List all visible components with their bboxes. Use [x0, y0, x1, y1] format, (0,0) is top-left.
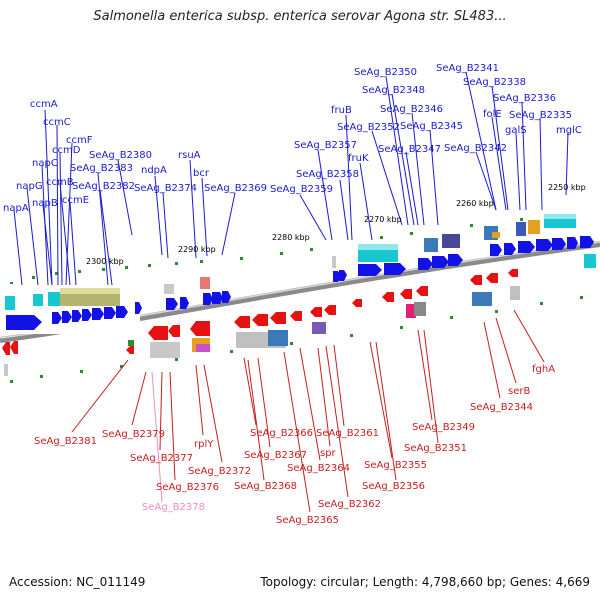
gene-label: fruB [331, 105, 352, 116]
gene-label: SeAg_B2379 [102, 429, 165, 440]
genome-stats-label: Topology: circular; Length: 4,798,660 bp… [260, 575, 590, 589]
gene-label: SeAg_B2367 [244, 450, 307, 461]
gene-label: ccmC [43, 117, 71, 128]
tick-2280: 2280 kbp [272, 233, 310, 242]
gene-label: ccmE [62, 195, 89, 206]
gene-label: rsuA [178, 150, 201, 161]
gene-label: napG [16, 181, 43, 192]
gene-label: SeAg_B2374 [134, 183, 197, 194]
forward-genes [6, 236, 594, 330]
tick-2290: 2290 kbp [178, 245, 216, 254]
gene-label: bcr [193, 168, 210, 179]
gene-label: SeAg_B2362 [318, 499, 381, 510]
gene-label: SeAg_B2366 [250, 428, 313, 439]
gene-label: rplY [194, 439, 214, 450]
gene-label: napB [32, 198, 58, 209]
gene-label: spr [320, 448, 337, 459]
top-gene-labels: ccmA ccmC ccmF ccmD napC ccmB napG napB … [3, 63, 582, 214]
gene-label: ccmA [30, 99, 58, 110]
gene-label: SeAg_B2350 [354, 67, 417, 78]
gene-label: SeAg_B2358 [296, 169, 359, 180]
gene-label: SeAg_B2383 [70, 163, 133, 174]
gene-label: SeAg_B2381 [34, 436, 97, 447]
guide-dots [10, 218, 583, 383]
gene-label: SeAg_B2346 [380, 104, 443, 115]
gene-label: SeAg_B2368 [234, 481, 297, 492]
reverse-genes [2, 269, 518, 355]
gene-label: napA [3, 203, 29, 214]
gene-label: SeAg_B2380 [89, 150, 152, 161]
gene-label: SeAg_B2357 [294, 140, 357, 151]
tick-2250: 2250 kbp [548, 183, 586, 192]
gene-label: serB [508, 386, 530, 397]
gene-label: SeAg_B2342 [444, 143, 507, 154]
gene-label: SeAg_B2365 [276, 515, 339, 526]
tick-labels: 2300 kbp 2290 kbp 2280 kbp 2270 kbp 2260… [86, 183, 586, 266]
feature-blocks [4, 214, 596, 376]
accession-label: Accession: NC_011149 [9, 575, 146, 589]
gene-label: SeAg_B2347 [378, 144, 441, 155]
tick-2300: 2300 kbp [86, 257, 124, 266]
gene-label: napC [32, 158, 58, 169]
gene-label: SeAg_B2338 [463, 77, 526, 88]
gene-label: ndpA [141, 165, 167, 176]
bottom-leader-lines [71, 309, 545, 513]
gene-label: SeAg_B2348 [362, 85, 425, 96]
top-leader-lines [13, 71, 569, 286]
gene-label: fghA [532, 364, 555, 375]
gene-label: SeAg_B2352 [337, 122, 400, 133]
gene-label: SeAg_B2356 [362, 481, 425, 492]
pink-leader-line [151, 371, 163, 503]
bottom-gene-labels: SeAg_B2381 SeAg_B2379 SeAg_B2377 rplY Se… [34, 364, 555, 526]
gene-label: SeAg_B2377 [130, 453, 193, 464]
gene-label: SeAg_B2361 [316, 428, 379, 439]
gene-label: fruK [348, 153, 369, 164]
gene-label: SeAg_B2349 [412, 422, 475, 433]
gene-label: SeAg_B2355 [364, 460, 427, 471]
page-title: Salmonella enterica subsp. enterica sero… [93, 9, 507, 24]
gene-label-pseudo: SeAg_B2378 [142, 502, 205, 513]
tick-2270: 2270 kbp [364, 215, 402, 224]
gene-label: SeAg_B2369 [204, 183, 267, 194]
gene-label: SeAg_B2351 [404, 443, 467, 454]
gene-label: galS [505, 125, 527, 136]
gene-label: SeAg_B2336 [493, 93, 556, 104]
gene-label: SeAg_B2341 [436, 63, 499, 74]
gene-label: SeAg_B2345 [400, 121, 463, 132]
gene-label: ccmD [52, 145, 81, 156]
gene-label: SeAg_B2344 [470, 402, 533, 413]
gene-label: mglC [556, 125, 582, 136]
gene-label: ccmF [66, 135, 93, 146]
gene-label: SeAg_B2376 [156, 482, 219, 493]
gene-label: ccmB [46, 177, 74, 188]
gene-label: SeAg_B2335 [509, 110, 572, 121]
tick-2260: 2260 kbp [456, 199, 494, 208]
gene-label: SeAg_B2382 [72, 181, 135, 192]
gene-label: SeAg_B2372 [188, 466, 251, 477]
gene-label: folE [483, 109, 502, 120]
gene-label: SeAg_B2364 [287, 463, 350, 474]
gene-label: SeAg_B2359 [270, 184, 333, 195]
